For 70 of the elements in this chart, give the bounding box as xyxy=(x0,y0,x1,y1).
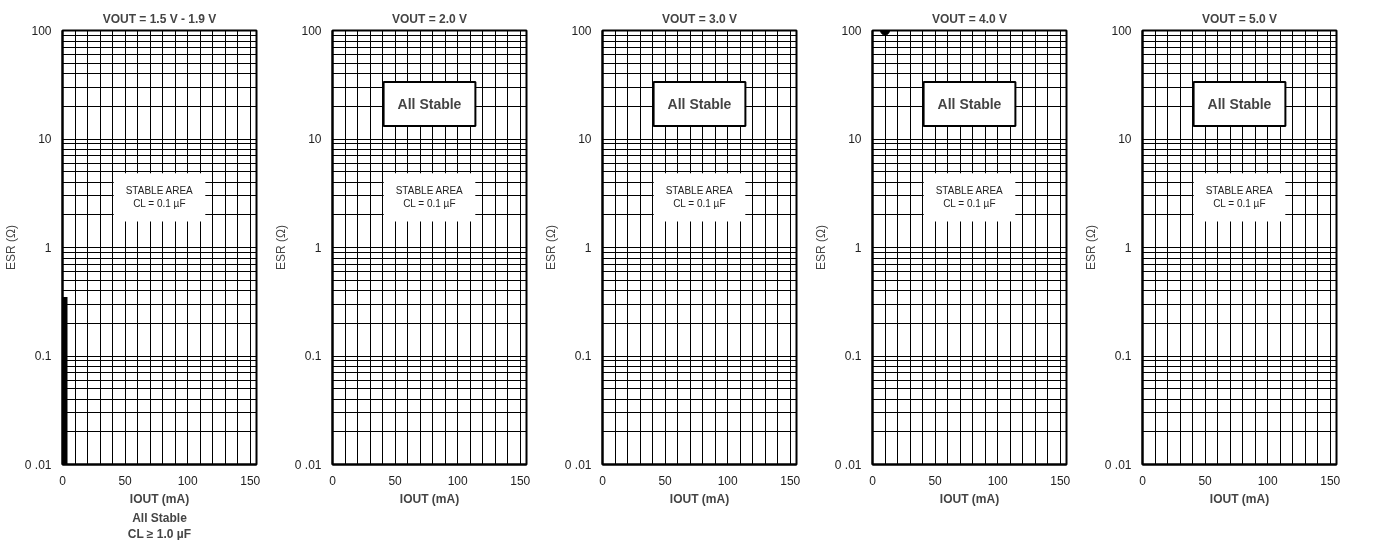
y-axis-title: ESR (Ω) xyxy=(543,225,558,270)
y-tick-label: 0 .01 xyxy=(1104,457,1132,472)
y-tick-label: 0.1 xyxy=(304,349,322,363)
annotation: All Stable xyxy=(937,96,1002,113)
x-tick-label: 0 xyxy=(59,473,67,488)
y-tick-label: 100 xyxy=(841,23,862,38)
x-tick-label: 150 xyxy=(240,473,261,488)
x-tick-label: 50 xyxy=(928,473,943,488)
y-axis-title: ESR (Ω) xyxy=(1083,225,1098,270)
x-tick-label: 150 xyxy=(1320,473,1341,488)
x-tick-label: 0 xyxy=(599,473,607,488)
y-tick-label: 1 xyxy=(314,240,322,255)
y-tick-label: 10 xyxy=(578,132,592,146)
x-tick-label: 0 xyxy=(869,473,877,488)
y-tick-label: 0 .01 xyxy=(24,457,52,472)
x-tick-label: 150 xyxy=(1050,473,1071,488)
x-tick-label: 0 xyxy=(329,473,337,488)
annotation: All Stable xyxy=(397,96,462,113)
annotation: All Stable xyxy=(1207,96,1272,113)
y-tick-label: 10 xyxy=(38,132,52,146)
y-axis-title: ESR (Ω) xyxy=(3,225,18,270)
x-tick-label: 50 xyxy=(388,473,403,488)
y-tick-label: 0 .01 xyxy=(834,457,862,472)
annotation: All Stable xyxy=(667,96,732,113)
y-tick-label: 100 xyxy=(1111,23,1132,38)
chart-title: VOUT = 5.0 V xyxy=(1201,11,1278,26)
y-tick-label: 0 .01 xyxy=(564,457,592,472)
y-tick-label: 1 xyxy=(584,240,592,255)
y-tick-label: 10 xyxy=(308,132,322,146)
y-tick-label: 0 .01 xyxy=(294,457,322,472)
y-tick-label: 100 xyxy=(301,23,322,38)
annotation: STABLE AREA CL = 0.1 µF xyxy=(1205,185,1274,210)
y-tick-label: 1 xyxy=(854,240,862,255)
y-tick-label: 1 xyxy=(1124,240,1132,255)
x-tick-label: 100 xyxy=(987,473,1008,488)
chart-title: VOUT = 2.0 V xyxy=(391,11,468,26)
x-axis-title: IOUT (mA) xyxy=(399,491,460,506)
chart-title: VOUT = 1.5 V - 1.9 V xyxy=(102,11,217,26)
x-tick-label: 0 xyxy=(1139,473,1147,488)
x-axis-title: IOUT (mA) xyxy=(1209,491,1270,506)
annotation: STABLE AREA CL = 0.1 µF xyxy=(395,185,464,210)
x-axis-title: IOUT (mA) xyxy=(669,491,730,506)
y-tick-label: 0.1 xyxy=(574,349,592,363)
chart-title: VOUT = 3.0 V xyxy=(661,11,738,26)
y-tick-label: 10 xyxy=(848,132,862,146)
y-tick-label: 0.1 xyxy=(844,349,862,363)
y-tick-label: 10 xyxy=(1118,132,1132,146)
x-tick-label: 100 xyxy=(717,473,738,488)
annotation: STABLE AREA CL = 0.1 µF xyxy=(935,185,1004,210)
y-axis-title: ESR (Ω) xyxy=(273,225,288,270)
annotation: STABLE AREA CL = 0.1 µF xyxy=(125,185,194,210)
y-tick-label: 0.1 xyxy=(34,349,52,363)
chart-title: VOUT = 4.0 V xyxy=(931,11,1008,26)
y-tick-label: 1 xyxy=(44,240,52,255)
x-tick-label: 50 xyxy=(118,473,133,488)
annotation: STABLE AREA CL = 0.1 µF xyxy=(665,185,734,210)
x-tick-label: 100 xyxy=(177,473,198,488)
text: All Stable CL ≥ 1.0 µF xyxy=(127,510,192,541)
x-axis-title: IOUT (mA) xyxy=(939,491,1000,506)
x-tick-label: 100 xyxy=(1257,473,1278,488)
x-tick-label: 150 xyxy=(510,473,531,488)
x-tick-label: 150 xyxy=(780,473,801,488)
y-tick-label: 0.1 xyxy=(1114,349,1132,363)
x-tick-label: 50 xyxy=(1198,473,1213,488)
x-tick-label: 50 xyxy=(658,473,673,488)
x-tick-label: 100 xyxy=(447,473,468,488)
x-axis-title: IOUT (mA) xyxy=(129,491,190,506)
y-tick-label: 100 xyxy=(571,23,592,38)
y-tick-label: 100 xyxy=(31,23,52,38)
y-axis-title: ESR (Ω) xyxy=(813,225,828,270)
